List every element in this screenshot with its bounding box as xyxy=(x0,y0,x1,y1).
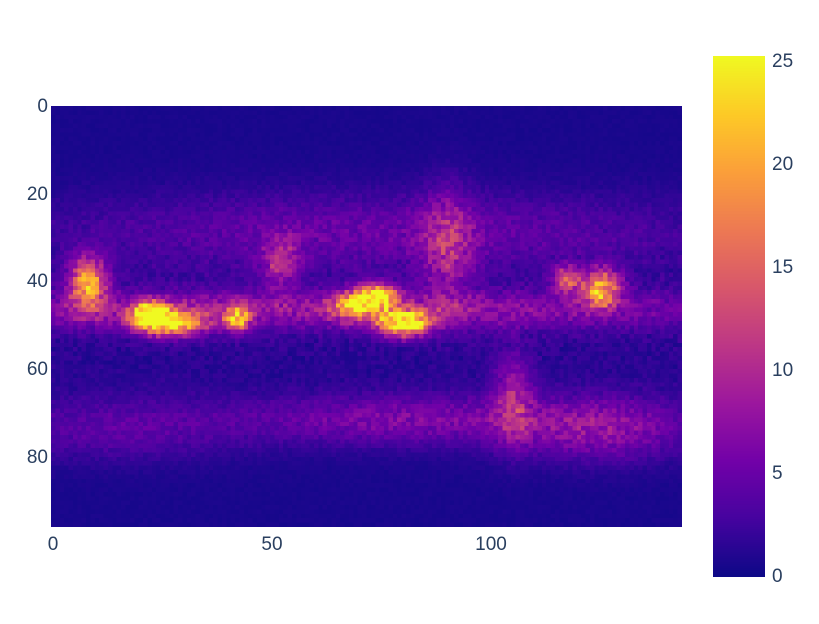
heatmap-cells xyxy=(51,106,682,527)
colorbar-tick: 15 xyxy=(772,257,794,278)
y-tick: 0 xyxy=(37,96,48,117)
colorbar-tick: 20 xyxy=(772,154,794,175)
colorbar-tick: 10 xyxy=(772,360,794,381)
x-tick: 50 xyxy=(261,534,283,555)
y-tick: 40 xyxy=(26,271,48,292)
y-tick: 60 xyxy=(26,359,48,380)
heatmap-plot-area[interactable] xyxy=(51,106,682,527)
x-tick: 0 xyxy=(47,534,59,555)
colorbar-tick: 5 xyxy=(772,463,783,484)
colorbar-gradient xyxy=(713,56,765,577)
colorbar xyxy=(713,56,765,577)
colorbar-tick: 25 xyxy=(772,51,794,72)
x-tick: 100 xyxy=(475,534,507,555)
y-tick: 80 xyxy=(26,447,48,468)
y-tick: 20 xyxy=(26,184,48,205)
colorbar-tick: 0 xyxy=(772,566,783,587)
